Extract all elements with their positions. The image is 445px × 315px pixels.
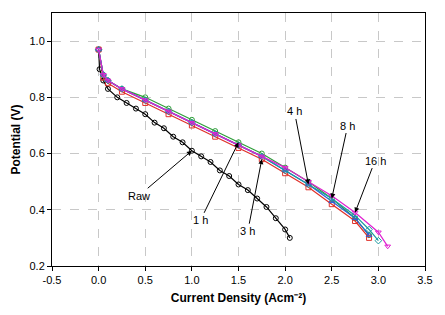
svg-text:Current Density (Acm⁻²): Current Density (Acm⁻²)	[171, 291, 306, 305]
svg-text:Potential (V): Potential (V)	[9, 104, 23, 174]
svg-text:Raw: Raw	[128, 190, 150, 202]
svg-text:4 h: 4 h	[287, 105, 302, 117]
svg-text:16 h: 16 h	[365, 155, 386, 167]
svg-text:2.0: 2.0	[277, 274, 292, 286]
svg-text:8 h: 8 h	[340, 120, 355, 132]
svg-text:1.0: 1.0	[184, 274, 199, 286]
svg-text:3 h: 3 h	[240, 225, 255, 237]
svg-text:0.8: 0.8	[30, 91, 45, 103]
svg-text:1.5: 1.5	[231, 274, 246, 286]
svg-text:3.5: 3.5	[417, 274, 432, 286]
svg-text:-0.5: -0.5	[43, 274, 62, 286]
svg-text:3.0: 3.0	[371, 274, 386, 286]
svg-text:0.0: 0.0	[91, 274, 106, 286]
svg-text:0.5: 0.5	[138, 274, 153, 286]
svg-text:2.5: 2.5	[324, 274, 339, 286]
svg-text:0.6: 0.6	[30, 147, 45, 159]
svg-text:1.0: 1.0	[30, 35, 45, 47]
svg-text:0.4: 0.4	[30, 204, 45, 216]
svg-text:0.2: 0.2	[30, 260, 45, 272]
svg-text:1 h: 1 h	[193, 214, 208, 226]
